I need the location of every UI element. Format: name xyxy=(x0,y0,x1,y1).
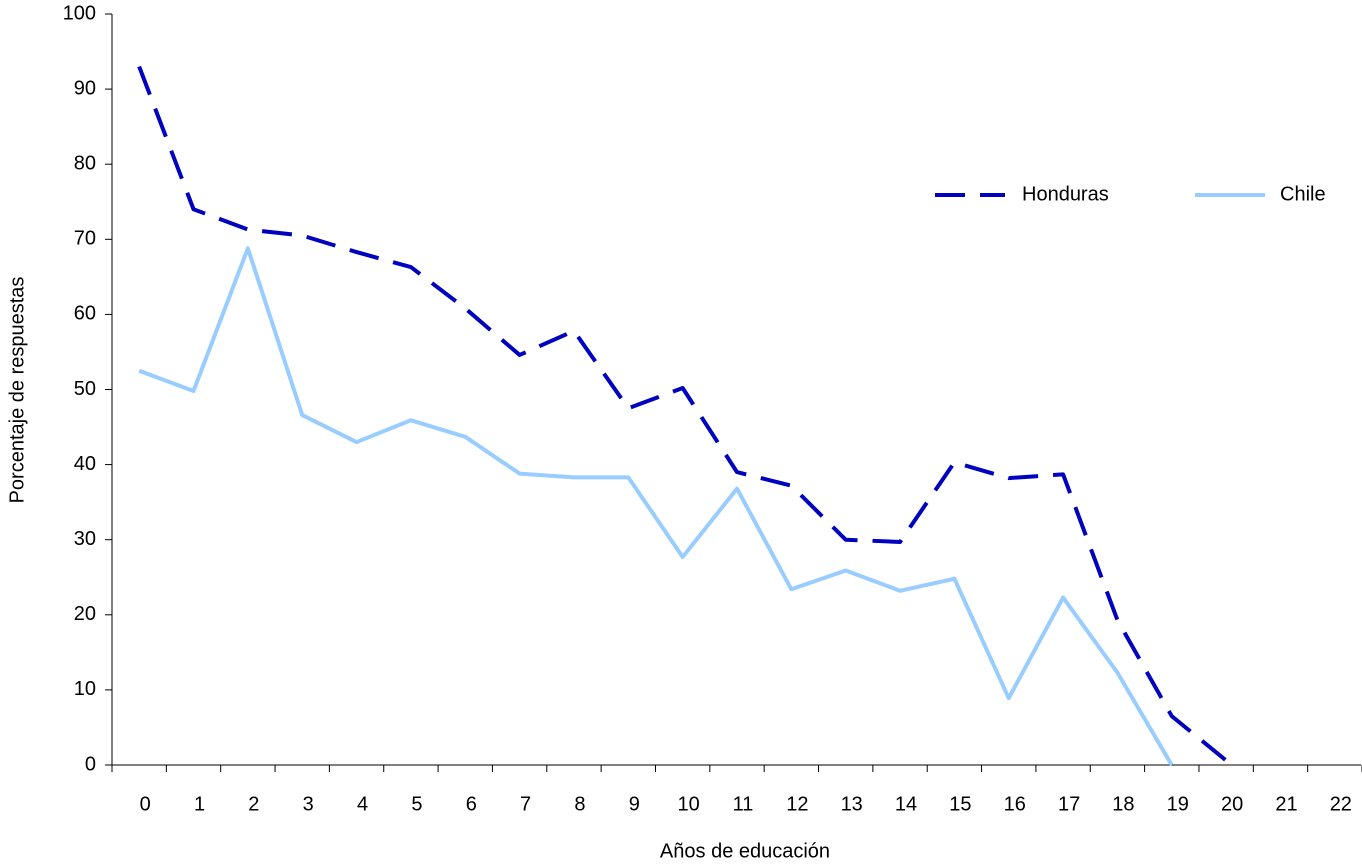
series-line xyxy=(138,246,1174,767)
x-axis-label: Años de educación xyxy=(660,840,830,862)
series-line xyxy=(137,65,1228,763)
x-tick-label: 16 xyxy=(1004,793,1026,815)
x-tick-label: 22 xyxy=(1330,793,1352,815)
y-tick-label: 40 xyxy=(74,453,96,475)
x-tick-label: 5 xyxy=(411,793,422,815)
y-tick-label: 70 xyxy=(74,228,96,250)
x-tick-label: 9 xyxy=(629,793,640,815)
y-tick-label: 80 xyxy=(74,152,96,174)
x-tick-label: 18 xyxy=(1112,793,1134,815)
y-tick-label: 20 xyxy=(74,603,96,625)
x-tick-label: 15 xyxy=(949,793,971,815)
x-tick-label: 8 xyxy=(574,793,585,815)
x-tick-label: 14 xyxy=(895,793,917,815)
x-tick-label: 19 xyxy=(1167,793,1189,815)
y-tick-label: 90 xyxy=(74,77,96,99)
x-tick-label: 7 xyxy=(520,793,531,815)
x-tick-label: 0 xyxy=(140,793,151,815)
x-tick-label: 6 xyxy=(466,793,477,815)
x-tick-label: 20 xyxy=(1221,793,1243,815)
x-tick-label: 12 xyxy=(786,793,808,815)
x-tick-label: 11 xyxy=(733,793,754,815)
x-tick-label: 4 xyxy=(357,793,368,815)
x-tick-label: 2 xyxy=(248,793,259,815)
legend-label: Honduras xyxy=(1022,183,1109,205)
y-tick-label: 10 xyxy=(74,678,96,700)
y-tick-label: 50 xyxy=(74,378,96,400)
y-tick-label: 0 xyxy=(85,753,96,775)
x-tick-label: 13 xyxy=(841,793,863,815)
x-tick-label: 3 xyxy=(303,793,314,815)
y-axis-label: Porcentaje de respuestas xyxy=(6,277,28,504)
x-tick-label: 17 xyxy=(1058,793,1080,815)
x-tick-label: 1 xyxy=(194,793,205,815)
x-tick-label: 10 xyxy=(678,793,700,815)
y-tick-label: 60 xyxy=(74,303,96,325)
legend-label: Chile xyxy=(1280,183,1326,205)
y-tick-label: 30 xyxy=(74,528,96,550)
x-tick-label: 21 xyxy=(1275,793,1297,815)
y-tick-label: 100 xyxy=(63,2,96,24)
